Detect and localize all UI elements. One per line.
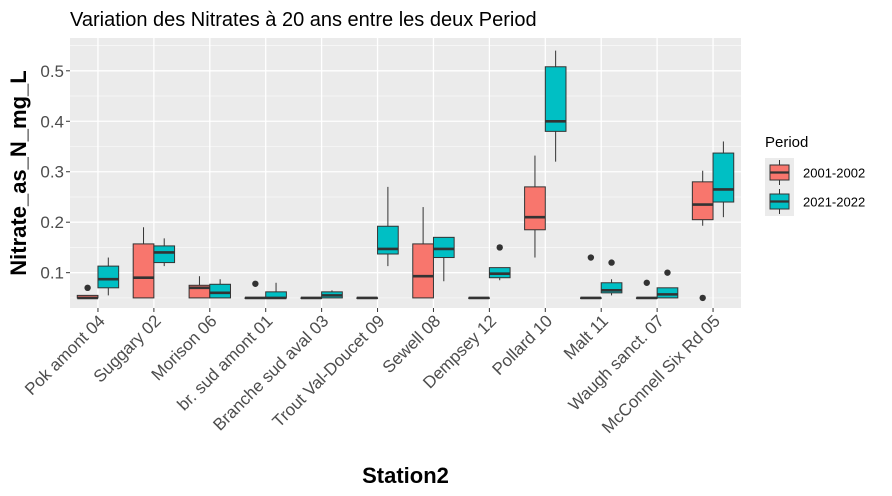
box-2001-2002	[468, 296, 490, 300]
grid-lines	[70, 38, 741, 308]
box-rect	[712, 152, 735, 203]
x-tick-label: Malt 11	[560, 311, 612, 363]
y-axis-title: Nitrate_as_N_mg_L	[6, 70, 31, 275]
outlier-point	[608, 259, 615, 266]
outlier-point	[643, 279, 650, 286]
chart-title: Variation des Nitrates à 20 ans entre le…	[70, 9, 537, 31]
boxes-layer	[76, 50, 735, 302]
box-2021-2022	[209, 279, 231, 299]
box-rect	[412, 243, 434, 299]
box-rect	[153, 245, 176, 264]
box-2021-2022	[153, 238, 176, 267]
outlier-point	[664, 269, 671, 276]
x-tick-label: br. sud amont 01	[174, 311, 277, 414]
x-tick-label: Pollard 10	[489, 311, 557, 379]
outlier-point	[699, 294, 706, 302]
legend-title: Period	[765, 134, 808, 151]
box-2001-2002	[691, 170, 714, 226]
x-tick-label: Waugh sanct. 07	[565, 311, 668, 414]
plot-panel	[70, 38, 741, 308]
y-tick-label: 0.4	[40, 112, 64, 131]
outlier-point	[587, 254, 595, 261]
legend-label: 2021-2022	[803, 195, 865, 210]
y-tick-label: 0.2	[40, 213, 64, 232]
outlier-point	[84, 284, 91, 292]
box-2001-2002	[244, 280, 267, 300]
y-tick-label: 0.5	[40, 62, 64, 81]
box-2001-2002	[635, 279, 658, 300]
x-tick-label: Trout Val-Doucet 09	[269, 311, 389, 431]
box-2021-2022	[544, 50, 567, 162]
box-2001-2002	[188, 276, 211, 299]
box-rect	[432, 236, 455, 259]
legend-label: 2001-2002	[803, 166, 865, 181]
box-2001-2002	[300, 296, 323, 300]
outlier-point	[496, 244, 503, 251]
y-axis-ticks: 0.1 0.2 0.3 0.4 0.5	[40, 62, 70, 283]
box-2021-2022	[488, 244, 511, 281]
outlier-point	[252, 280, 259, 287]
box-2001-2002	[580, 254, 602, 300]
box-2021-2022	[321, 290, 343, 299]
box-2021-2022	[97, 257, 120, 296]
box-2021-2022	[432, 236, 455, 282]
box-2021-2022	[600, 259, 623, 296]
box-2001-2002	[524, 155, 546, 258]
box-rect	[97, 265, 120, 289]
box-2001-2002	[132, 227, 155, 299]
box-2001-2002	[76, 284, 99, 300]
y-tick-label: 0.3	[40, 163, 64, 182]
y-tick-label: 0.1	[40, 264, 64, 283]
box-rect	[600, 282, 623, 294]
box-rect	[656, 287, 679, 299]
box-rect	[377, 225, 399, 255]
box-2021-2022	[377, 186, 399, 267]
box-rect	[691, 181, 714, 221]
x-axis-title: Station2	[362, 463, 449, 488]
box-2001-2002	[412, 207, 434, 299]
box-rect	[524, 186, 546, 231]
box-rect	[209, 283, 231, 299]
box-2021-2022	[656, 269, 679, 299]
box-rect	[544, 66, 567, 132]
box-rect	[132, 243, 155, 299]
box-2001-2002	[356, 296, 379, 300]
box-2021-2022	[712, 141, 735, 218]
box-2021-2022	[265, 282, 287, 300]
legend: Period 2001-2002 2021-2022	[765, 134, 865, 216]
x-tick-label: Pok amont 04	[21, 311, 109, 399]
